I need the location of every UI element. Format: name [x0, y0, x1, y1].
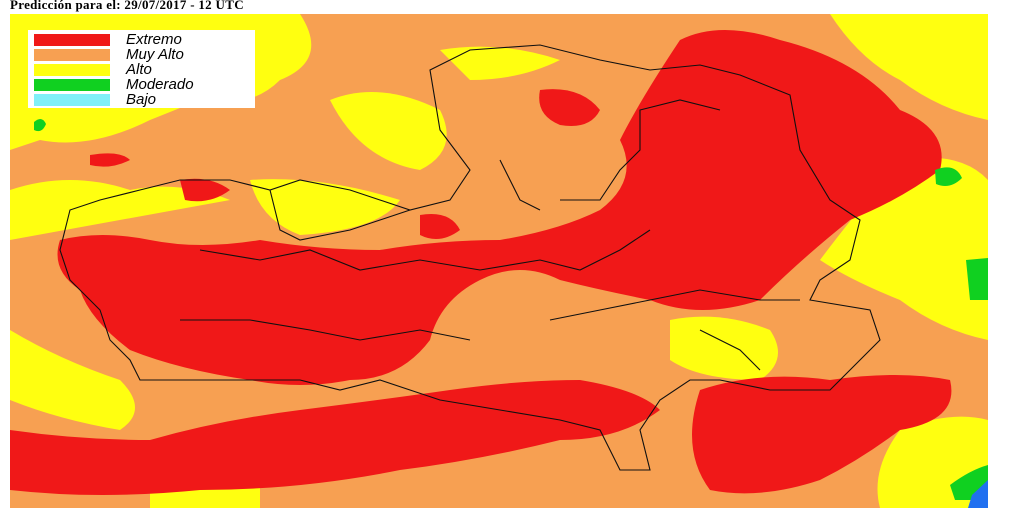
legend-label: Extremo — [126, 31, 182, 48]
legend: Extremo Muy Alto Alto Moderado Bajo — [28, 30, 255, 108]
legend-label: Alto — [126, 61, 152, 78]
region-borders — [59, 44, 881, 471]
forecast-header: Predicción para el: 29/07/2017 - 12 UTC — [10, 0, 244, 12]
legend-label: Muy Alto — [126, 46, 184, 63]
legend-swatch — [34, 79, 110, 91]
legend-label: Bajo — [126, 91, 157, 108]
legend-swatch — [34, 64, 110, 76]
zone-extremo — [10, 30, 952, 495]
legend-swatch — [34, 94, 110, 106]
zone-moderado — [34, 118, 988, 500]
legend-label: Moderado — [126, 76, 194, 93]
zone-water — [968, 480, 988, 508]
legend-swatch — [34, 49, 110, 61]
legend-swatch — [34, 34, 110, 46]
